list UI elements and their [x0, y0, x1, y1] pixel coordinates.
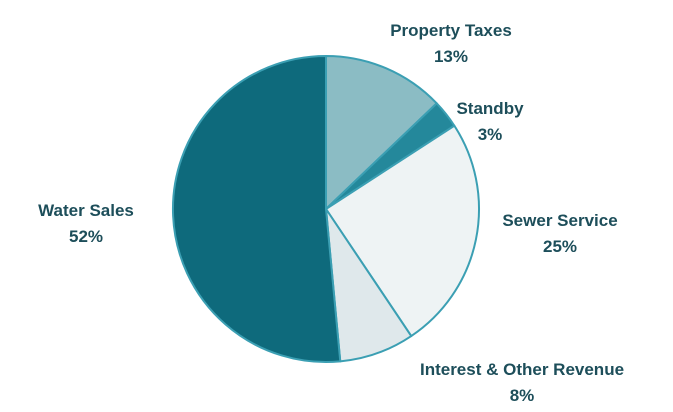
- pie-slice-property-taxes: [325, 55, 438, 210]
- label-standby: Standby 3%: [456, 96, 523, 148]
- slice-name: Water Sales: [38, 201, 134, 220]
- slice-name: Standby: [456, 99, 524, 118]
- slice-percent: 25%: [542, 237, 578, 256]
- slice-name: Property Taxes: [390, 21, 512, 40]
- slice-percent: 3%: [477, 125, 503, 144]
- slice-percent: 52%: [68, 227, 104, 246]
- slice-name: Sewer Service: [502, 211, 618, 230]
- slice-percent: 8%: [509, 386, 535, 405]
- pie-slice-water-sales: [171, 55, 342, 363]
- label-sewer-service: Sewer Service 25%: [502, 208, 617, 260]
- pie-slice-sewer-service: [325, 124, 480, 338]
- slice-name: Interest & Other Revenue: [419, 360, 625, 379]
- label-water-sales: Water Sales 52%: [38, 198, 134, 250]
- label-interest-other-revenue: Interest & Other Revenue 8%: [420, 357, 624, 409]
- slice-percent: 13%: [433, 47, 469, 66]
- label-property-taxes: Property Taxes 13%: [390, 18, 512, 70]
